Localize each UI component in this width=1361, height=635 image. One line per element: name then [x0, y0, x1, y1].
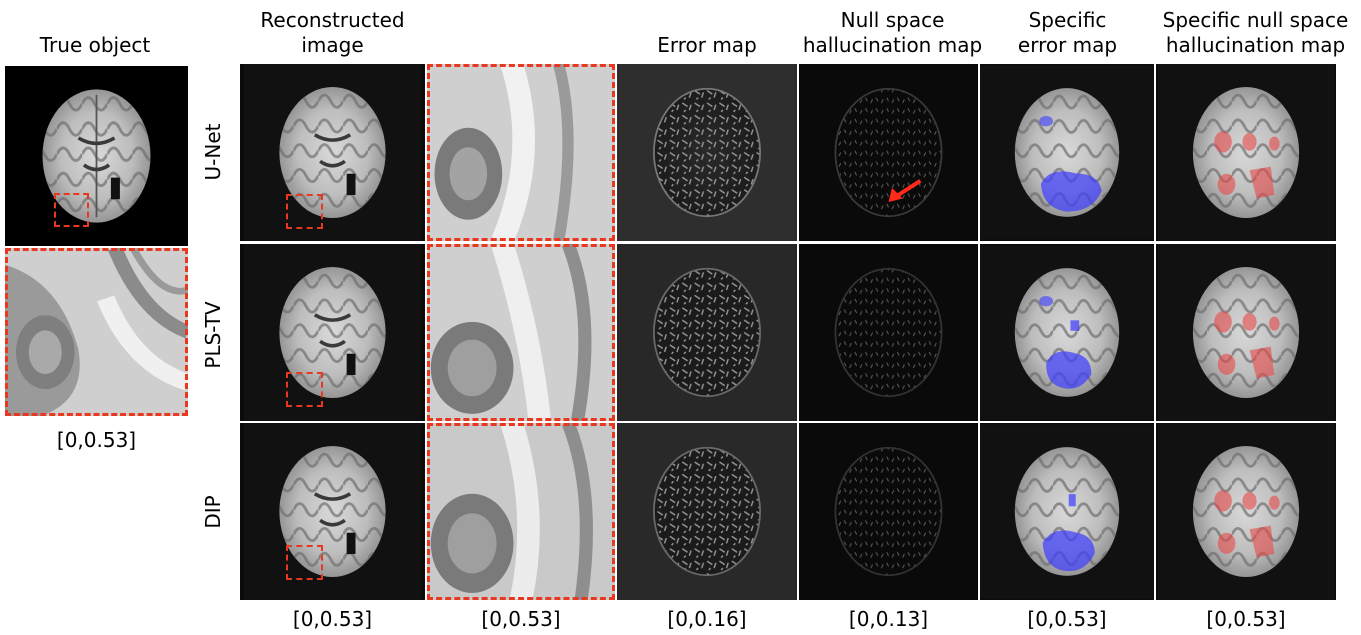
caption-zoom: [0,0.53]	[481, 607, 561, 631]
zoom-dip-border	[427, 423, 615, 600]
reconstructed-unet-zoom-box	[286, 194, 323, 229]
header-null-space: Null space hallucination map	[802, 8, 983, 57]
error-map-unet	[617, 64, 797, 241]
specific-error-plstv	[980, 244, 1154, 421]
row-label-unet: U-Net	[201, 123, 225, 181]
null-space-unet	[799, 64, 978, 241]
error-map-plstv	[617, 244, 797, 421]
zoom-dip	[427, 423, 615, 600]
hallucination-arrow-icon	[894, 179, 922, 199]
true-object-zoom-box	[54, 193, 89, 227]
row-label-dip: DIP	[201, 495, 225, 529]
error-map-dip	[617, 423, 797, 600]
row-label-plstv: PLS-TV	[201, 301, 225, 369]
header-reconstructed: Reconstructed image	[260, 8, 405, 57]
reconstructed-plstv	[240, 244, 425, 421]
null-space-dip	[799, 423, 978, 600]
header-specific-error: Specific error map	[1017, 8, 1118, 57]
true-object-image	[5, 66, 188, 246]
header-true-object: True object	[39, 33, 151, 57]
caption-specific-error: [0,0.53]	[1027, 607, 1107, 631]
caption-true-object: [0,0.53]	[56, 428, 137, 452]
specific-error-dip	[980, 423, 1154, 600]
header-specific-null: Specific null space hallucination map	[1162, 8, 1349, 57]
zoom-unet-border	[427, 64, 615, 241]
zoom-plstv	[427, 244, 615, 421]
caption-specific-null: [0,0.53]	[1206, 607, 1286, 631]
reconstructed-dip	[240, 423, 425, 600]
caption-reconstructed: [0,0.53]	[292, 607, 373, 631]
zoom-unet	[427, 64, 615, 241]
true-object-zoom	[5, 248, 188, 416]
reconstructed-dip-zoom-box	[286, 545, 323, 580]
specific-null-unet	[1156, 64, 1336, 241]
reconstructed-plstv-zoom-box	[286, 372, 323, 407]
caption-error-map: [0,0.16]	[667, 607, 747, 631]
specific-null-dip	[1156, 423, 1336, 600]
reconstructed-unet	[240, 64, 425, 241]
caption-null-space: [0,0.13]	[848, 607, 929, 631]
specific-null-plstv	[1156, 244, 1336, 421]
specific-error-unet	[980, 64, 1154, 241]
true-object-zoom-border	[5, 248, 188, 416]
header-error-map: Error map	[657, 33, 757, 57]
zoom-plstv-border	[427, 244, 615, 421]
null-space-plstv	[799, 244, 978, 421]
